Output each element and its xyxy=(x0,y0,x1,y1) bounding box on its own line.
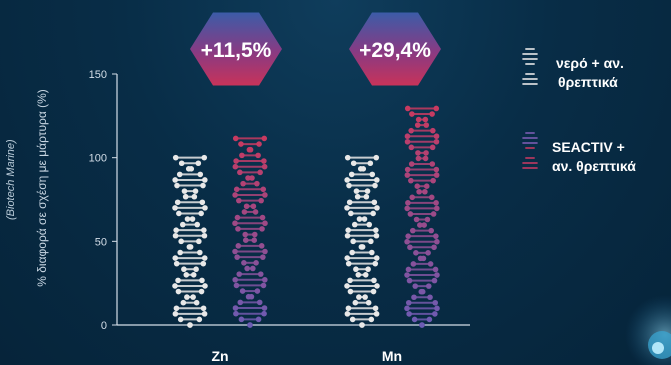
helix-bar-mn-water xyxy=(344,154,380,328)
y-tick-label: 0 xyxy=(101,320,107,332)
increase-badge: +11,5% xyxy=(190,12,282,86)
dna-white-icon xyxy=(522,48,538,85)
increase-badge: +29,4% xyxy=(349,12,441,86)
legend-item-seactiv: SEACTIV + αν. θρεπτικά xyxy=(522,132,636,174)
y-tick-label: 50 xyxy=(95,236,107,248)
corner-decoration-icon xyxy=(625,295,671,365)
helix-bar-zn-seactiv xyxy=(232,135,268,328)
legend-item-water: νερό + αν. θρεπτικά xyxy=(522,48,624,90)
helix-bar-mn-seactiv xyxy=(404,105,440,328)
legend-label: αν. θρεπτικά xyxy=(552,158,636,174)
badge-label: +29,4% xyxy=(359,39,431,62)
legend-label: SEACTIV + xyxy=(552,139,625,155)
y-tick-label: 100 xyxy=(89,153,107,165)
y-axis-title: % διαφορά σε σχέση με μάρτυρα (%) xyxy=(35,89,49,287)
dna-red-icon xyxy=(522,132,538,169)
helix-bar-zn-water xyxy=(172,154,208,328)
legend-label: θρεπτικά xyxy=(558,74,618,90)
x-tick-label: Mn xyxy=(382,348,402,364)
badge-label: +11,5% xyxy=(201,39,272,62)
y-tick-label: 150 xyxy=(89,69,107,81)
x-tick-label: Zn xyxy=(211,348,228,364)
legend-label: νερό + αν. xyxy=(556,55,624,71)
